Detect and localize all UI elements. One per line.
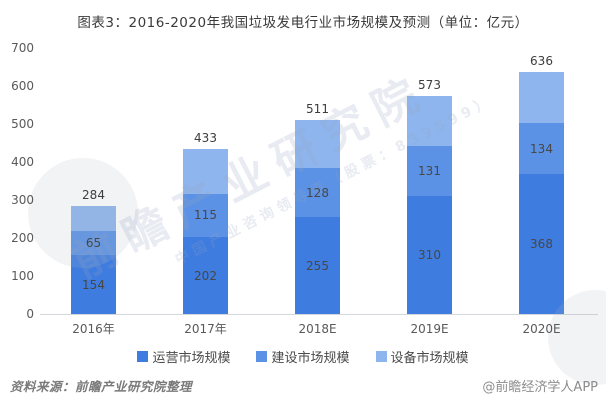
bar-segment: [71, 206, 116, 231]
total-value-label: 433: [194, 131, 217, 146]
total-value-label: 511: [306, 101, 329, 116]
segment-value-label: 154: [82, 277, 105, 292]
bar-segment: [183, 149, 228, 194]
y-axis-label: 500: [11, 117, 34, 131]
legend-item: 运营市场规模: [137, 347, 230, 366]
segment-value-label: 65: [85, 236, 102, 251]
legend-label: 建设市场规模: [271, 351, 350, 366]
bar-segment: [407, 196, 452, 314]
bar-segment: [295, 168, 340, 218]
legend-item: 设备市场规模: [375, 347, 469, 366]
bar-segment: [295, 119, 340, 169]
bar-segment: [295, 217, 340, 314]
bar-segment: [519, 123, 564, 175]
footer: 资料来源：前瞻产业研究院整理 @前瞻经济学人APP: [10, 376, 598, 395]
legend-label: 设备市场规模: [390, 351, 469, 366]
x-axis-label: 2018E: [298, 322, 337, 336]
segment-value-label: 310: [418, 248, 441, 263]
segment-value-label: 115: [194, 208, 217, 223]
bar-segment: [183, 237, 228, 314]
legend-label: 运营市场规模: [152, 351, 231, 366]
plot-area: 前瞻产业研究院 中国产业咨询领导者（股票：839599） 0 100 200 300 4…: [11, 41, 606, 385]
bar-segment: [519, 174, 564, 314]
segment-value-label: 134: [530, 141, 553, 156]
segment-value-label: 128: [306, 185, 329, 200]
legend-swatch: [137, 351, 149, 362]
bar-segment: [407, 96, 452, 147]
y-axis-label: 700: [11, 41, 34, 55]
segment-value-label: 202: [194, 268, 217, 283]
x-axis-label: 2019E: [410, 322, 449, 336]
legend-swatch: [375, 351, 387, 362]
credit: @前瞻经济学人APP: [482, 380, 598, 395]
total-value-label: 573: [418, 78, 441, 93]
y-axis-label: 400: [11, 155, 34, 169]
legend-item: 建设市场规模: [256, 347, 350, 366]
x-axis-label: 2017年: [184, 322, 227, 336]
y-axis-label: 0: [26, 307, 34, 321]
y-axis-label: 100: [11, 269, 34, 283]
bar-segment: [407, 146, 452, 197]
legend: 运营市场规模 建设市场规模 设备市场规模: [0, 347, 606, 366]
source-note: 资料来源：前瞻产业研究院整理: [10, 379, 193, 394]
x-axis-label: 2016年: [72, 322, 115, 336]
bar-segment: [519, 72, 564, 124]
legend-swatch: [256, 351, 268, 362]
x-axis-line: [40, 314, 598, 315]
watermark-text: 前瞻产业研究院: [64, 65, 437, 289]
total-value-label: 284: [82, 188, 105, 203]
bar-segment: [71, 230, 116, 256]
segment-value-label: 131: [418, 164, 441, 179]
y-axis-label: 300: [11, 193, 34, 207]
bar-segment: [71, 255, 116, 314]
total-value-label: 636: [530, 54, 553, 69]
segment-value-label: 368: [530, 237, 553, 252]
segment-value-label: 255: [306, 258, 329, 273]
x-axis-label: 2020E: [522, 322, 561, 336]
chart-title: 图表3：2016-2020年我国垃圾发电行业市场规模及预测（单位：亿元）: [77, 15, 529, 31]
y-axis-label: 200: [11, 231, 34, 245]
y-axis-label: 600: [11, 79, 34, 93]
bar-segment: [183, 193, 228, 238]
